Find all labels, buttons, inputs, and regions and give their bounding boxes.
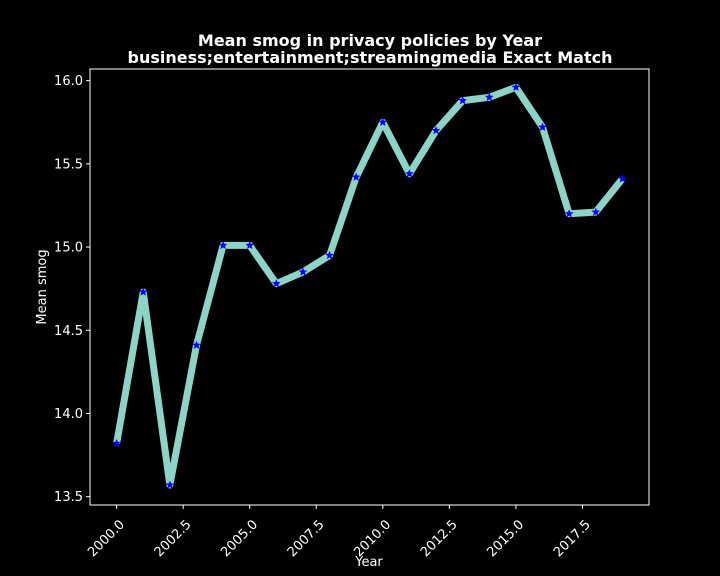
data-point-marker — [458, 95, 468, 105]
data-point-marker — [538, 122, 547, 132]
data-point-marker — [378, 117, 388, 127]
x-axis-label: Year — [354, 555, 383, 570]
y-tick-label: 16.0 — [54, 74, 83, 89]
plot-frame — [89, 68, 650, 506]
data-point-marker — [325, 250, 335, 260]
data-point-marker — [591, 207, 601, 216]
chart-title: Mean smog in privacy policies by Year — [198, 31, 542, 50]
data-point-marker — [192, 340, 201, 350]
data-point-marker — [617, 174, 627, 183]
data-point-marker — [511, 82, 521, 92]
x-tick-label: 2000.0 — [85, 517, 128, 560]
data-point-marker — [218, 240, 228, 250]
data-point-marker — [165, 480, 175, 489]
data-point-marker — [431, 125, 441, 135]
data-point-marker — [564, 209, 574, 218]
y-tick-label: 13.5 — [54, 490, 83, 505]
data-point-marker — [245, 240, 255, 250]
y-tick-label: 15.5 — [54, 157, 83, 172]
x-tick-label: 2015.0 — [484, 517, 527, 560]
data-point-marker — [484, 92, 494, 102]
series-line — [113, 83, 626, 489]
data-point-marker — [271, 278, 281, 288]
x-tick-label: 2010.0 — [351, 517, 394, 560]
data-point-marker — [351, 172, 361, 181]
y-tick-label: 14.5 — [54, 324, 83, 339]
y-axis-label: Mean smog — [35, 249, 50, 324]
x-tick-label: 2012.5 — [418, 517, 461, 560]
x-tick-label: 2017.5 — [551, 517, 594, 560]
y-tick-label: 14.0 — [54, 407, 83, 422]
x-tick-label: 2005.0 — [218, 517, 261, 560]
x-tick-label: 2007.5 — [285, 517, 328, 560]
data-point-marker — [138, 287, 148, 296]
data-point-marker — [112, 438, 122, 448]
x-tick-label: 2002.5 — [152, 517, 195, 560]
y-tick-label: 15.0 — [54, 241, 83, 256]
plot-area: 13.5 14.0 14.5 15.0 15.5 16.0 2000.0 2002.5 2005… — [54, 68, 650, 560]
chart-subtitle: business;entertainment;streamingmedia Ex… — [128, 48, 613, 67]
data-point-marker — [298, 267, 308, 276]
data-point-marker — [404, 169, 414, 178]
